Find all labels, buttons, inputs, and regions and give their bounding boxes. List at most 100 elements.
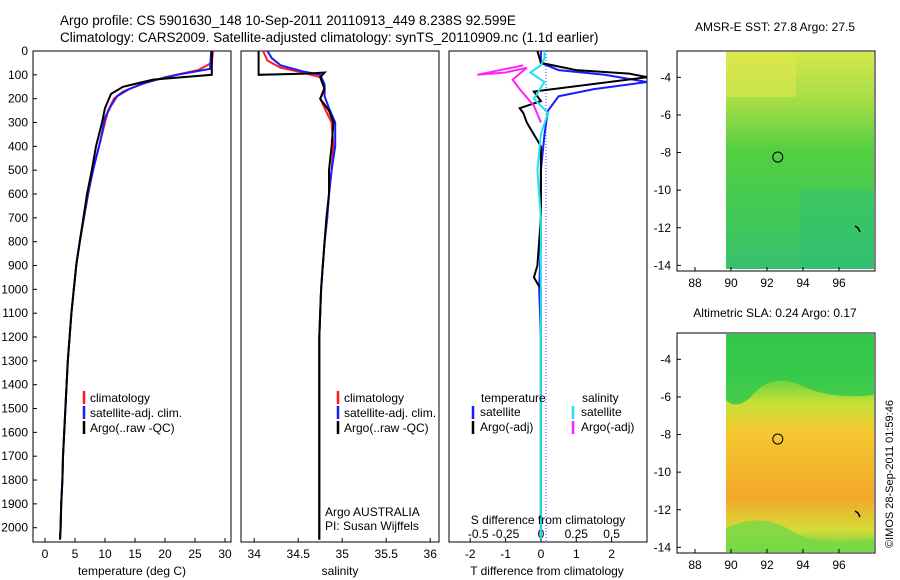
map-x-tick-label: 94	[796, 276, 810, 290]
series-line-sal-satellite	[528, 51, 550, 540]
y-tick-label: 600	[8, 187, 28, 201]
x-tick-label: 20	[158, 547, 172, 561]
y-tick-label: 400	[8, 139, 28, 153]
x-tick-label: 35.5	[375, 547, 399, 561]
difference-lines	[477, 51, 647, 540]
argo-program-label: Argo AUSTRALIA	[325, 505, 420, 519]
series-line-sal-argo	[477, 64, 542, 123]
y-tick-label: 2000	[1, 521, 28, 535]
header-line-1: Argo profile: CS 5901630_148 10-Sep-2011…	[60, 13, 516, 28]
salinity-lines	[257, 51, 337, 540]
sla-green-tongue	[726, 334, 874, 405]
map-y-tick-label: -8	[660, 146, 671, 160]
x-tick-label: -2	[465, 547, 476, 561]
float-track-icon	[854, 510, 861, 518]
y-tick-label: 1100	[2, 306, 28, 320]
x-tick-label: 1	[573, 547, 580, 561]
series-line-argo	[257, 51, 335, 540]
salinity-xlabel: salinity	[322, 564, 359, 578]
argo-float-marker	[772, 151, 784, 163]
sst-map-panel: AMSR-E SST: 27.8 Argo: 27.5 88 90 92 94 96 -4…	[654, 20, 876, 290]
y-tick-label: 1000	[1, 282, 28, 296]
temperature-legend: climatology satellite-adj. clim. Argo(..…	[82, 391, 182, 435]
y-tick-label: 1200	[1, 330, 28, 344]
y-tick-label: 1900	[1, 497, 28, 511]
map-y-tick-label: -10	[654, 465, 672, 479]
y-tick-label: 700	[8, 211, 28, 225]
x-tick-label: 25	[188, 547, 202, 561]
imos-timestamp: ©IMOS 28-Sep-2011 01:59:46	[884, 400, 896, 548]
salinity-legend: climatology satellite-adj. clim. Argo(..…	[336, 391, 436, 435]
temperature-lines	[59, 51, 214, 540]
temperature-panel: 0100200300400500600700800900100011001200…	[1, 44, 232, 578]
legend-label-satellite: satellite-adj. clim.	[344, 406, 436, 420]
legend-title-temperature: temperature	[481, 391, 546, 405]
s-tick-label: -0.25	[492, 527, 520, 541]
x-tick-label: 10	[98, 547, 112, 561]
difference-axes	[448, 50, 648, 543]
y-tick-label: 300	[8, 116, 28, 130]
x-tick-label: 0	[538, 547, 545, 561]
difference-panel: -2 -1 0 1 2-0.5 -0.25 0 0.25 0.5 T difference fr…	[448, 50, 648, 578]
header-line-2: Climatology: CARS2009. Satellite-adjuste…	[60, 30, 599, 45]
legend-label-argo: Argo(..raw -QC)	[344, 421, 429, 435]
map-y-tick-label: -6	[660, 108, 671, 122]
y-tick-label: 0	[21, 44, 28, 58]
x-tick-label: 5	[72, 547, 79, 561]
legend-label-s-argo: Argo(-adj)	[581, 420, 634, 434]
map-y-tick-label: -12	[654, 221, 672, 235]
legend-label-t-argo: Argo(-adj)	[480, 420, 533, 434]
legend-label-climatology: climatology	[90, 391, 150, 405]
map-y-tick-label: -4	[660, 352, 671, 366]
y-tick-label: 800	[8, 235, 28, 249]
sla-map-ticks: 88 90 92 94 96 -4 -6 -8 -10 -12 -14	[654, 352, 846, 572]
map-y-tick-label: -6	[660, 390, 671, 404]
map-x-tick-label: 96	[832, 276, 846, 290]
salinity-axis-ticks: 34 34.5 35 35.5 36	[248, 538, 437, 561]
map-y-tick-label: -14	[654, 258, 672, 272]
s-tick-label: 0.5	[603, 527, 620, 541]
legend-label-s-satellite: satellite	[581, 405, 622, 419]
x-tick-label: 34	[248, 547, 262, 561]
y-tick-label: 900	[8, 259, 28, 273]
series-line-argo	[59, 51, 213, 540]
x-tick-label: 30	[218, 547, 232, 561]
y-tick-label: 1400	[1, 378, 28, 392]
y-tick-label: 1800	[1, 473, 28, 487]
legend-label-satellite: satellite-adj. clim.	[90, 406, 182, 420]
map-x-tick-label: 92	[760, 276, 774, 290]
y-tick-label: 1600	[1, 425, 28, 439]
sla-green-bottom	[726, 520, 874, 552]
s-tick-label: 0.25	[565, 527, 589, 541]
depth-axis-ticks: 0 100 200 300 400 500 600 700 800 900 1000 1100 1200…	[1, 44, 37, 535]
salinity-axes	[240, 50, 440, 543]
temperature-axis-ticks: 0 5 10 15 20 25 30	[42, 538, 232, 561]
map-y-tick-label: -14	[654, 540, 672, 554]
map-y-tick-label: -12	[654, 503, 672, 517]
map-x-tick-label: 88	[688, 276, 702, 290]
salinity-panel: 34 34.5 35 35.5 36 salinity climatology sate…	[240, 50, 440, 578]
y-tick-label: 200	[8, 92, 28, 106]
x-tick-label: -1	[500, 547, 511, 561]
difference-axis-ticks: -2 -1 0 1 2-0.5 -0.25 0 0.25 0.5	[465, 527, 620, 561]
y-tick-label: 1300	[1, 354, 28, 368]
difference-top-label: S difference from climatology	[471, 513, 626, 527]
legend-label-t-satellite: satellite	[480, 405, 521, 419]
map-x-tick-label: 92	[760, 558, 774, 572]
difference-xlabel: T difference from climatology	[470, 564, 624, 578]
temperature-axes	[32, 50, 232, 543]
y-tick-label: 500	[8, 163, 28, 177]
argo-float-marker	[772, 433, 784, 445]
difference-legend: temperature salinity satellite Argo(-adj…	[471, 391, 634, 434]
map-y-tick-label: -10	[654, 183, 672, 197]
float-track-icon	[854, 225, 861, 233]
sla-map-panel: Altimetric SLA: 0.24 Argo: 0.17 88 90 92 94…	[654, 306, 876, 572]
legend-title-salinity: salinity	[582, 391, 619, 405]
y-tick-label: 1700	[1, 449, 28, 463]
sst-cool-patch	[800, 190, 874, 269]
x-tick-label: 0	[42, 547, 49, 561]
legend-label-climatology: climatology	[344, 391, 404, 405]
temperature-xlabel: temperature (deg C)	[78, 564, 186, 578]
map-x-tick-label: 94	[796, 558, 810, 572]
